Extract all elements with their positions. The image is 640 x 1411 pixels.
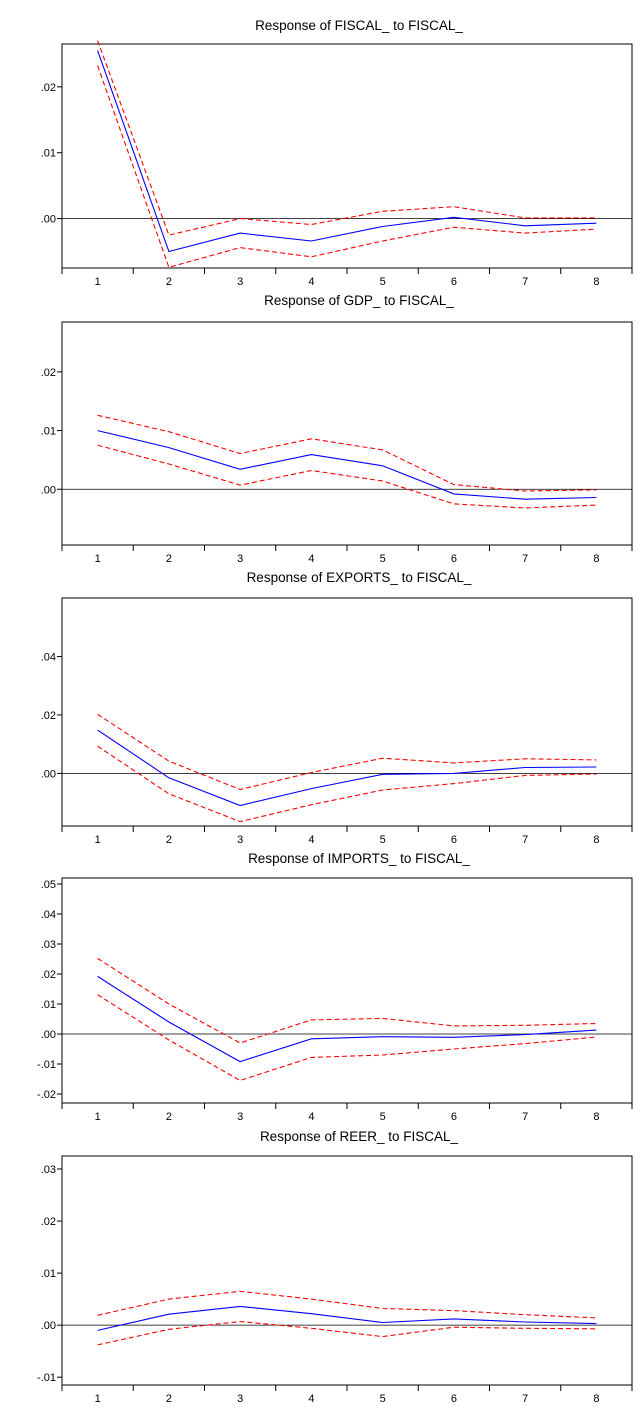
plot-frame (61, 597, 633, 827)
series-response-line (97, 1305, 597, 1331)
y-tick-label: .02 (41, 710, 56, 722)
x-tick-label: 3 (237, 834, 243, 846)
series-lower-line (97, 444, 597, 509)
x-tick-label: 1 (95, 834, 101, 846)
y-tick-label: .01 (41, 1268, 56, 1280)
x-tick-label: 3 (237, 553, 243, 565)
series-lower-line (97, 1320, 597, 1346)
series-lower-line (97, 745, 597, 823)
y-tick-label: .01 (41, 426, 56, 438)
y-tick-label: .04 (41, 651, 56, 663)
x-tick-label: 7 (522, 1111, 528, 1123)
x-tick-label: 8 (593, 276, 599, 288)
y-tick-label: .02 (41, 367, 56, 379)
y-tick-label: .02 (41, 1216, 56, 1228)
x-tick-label: 2 (166, 1393, 172, 1405)
x-tick-label: 7 (522, 553, 528, 565)
chart-title: Response of FISCAL_ to FISCAL_ (255, 18, 463, 33)
x-tick-label: 8 (593, 553, 599, 565)
chart-title: Response of GDP_ to FISCAL_ (264, 293, 454, 308)
y-tick-label: .00 (41, 768, 56, 780)
chart-title: Response of EXPORTS_ to FISCAL_ (247, 570, 472, 585)
x-tick-label: 6 (451, 1111, 457, 1123)
chart-panel-4: -.02 -.01 .00 .01 .02 .03 .04 .05 1 2 3 4 5 6 7 8 Respon… (37, 851, 633, 1123)
x-tick-label: 7 (522, 834, 528, 846)
x-tick-label: 2 (166, 834, 172, 846)
y-tick-label: -.01 (37, 1059, 56, 1071)
x-tick-label: 1 (95, 1111, 101, 1123)
series-upper-line (97, 713, 597, 791)
x-tick-label: 7 (522, 276, 528, 288)
x-tick-label: 3 (237, 1393, 243, 1405)
chart-panel-1: .00 .01 .02 1 2 3 4 5 6 7 8 Response of FISCAL_ to … (41, 18, 633, 288)
x-tick-label: 4 (308, 1111, 314, 1123)
y-tick-label: .04 (41, 909, 56, 921)
series-upper-line (97, 414, 597, 492)
plot-frame (61, 1155, 633, 1386)
series-response-line (97, 975, 597, 1063)
x-tick-label: 8 (593, 834, 599, 846)
x-tick-label: 3 (237, 1111, 243, 1123)
x-tick-label: 5 (380, 834, 386, 846)
x-tick-label: 4 (308, 834, 314, 846)
x-tick-label: 4 (308, 553, 314, 565)
x-tick-label: 1 (95, 276, 101, 288)
x-tick-label: 4 (308, 1393, 314, 1405)
series-lower-line (97, 65, 597, 268)
x-tick-label: 2 (166, 276, 172, 288)
y-tick-label: .00 (41, 214, 56, 226)
x-tick-label: 7 (522, 1393, 528, 1405)
x-tick-label: 2 (166, 1111, 172, 1123)
series-response-line (97, 729, 597, 807)
x-tick-label: 8 (593, 1393, 599, 1405)
series-lower-line (97, 994, 597, 1082)
x-tick-label: 5 (380, 1111, 386, 1123)
y-tick-label: -.02 (37, 1089, 56, 1101)
y-tick-label: .03 (41, 1164, 56, 1176)
x-tick-label: 2 (166, 553, 172, 565)
y-tick-label: .03 (41, 939, 56, 951)
x-tick-label: 1 (95, 553, 101, 565)
x-tick-label: 3 (237, 276, 243, 288)
y-tick-label: .02 (41, 969, 56, 981)
plot-frame (61, 43, 633, 269)
chart-panel-2: .00 .01 .02 1 2 3 4 5 6 7 8 Response of GDP_ to FIS… (41, 293, 633, 565)
x-tick-label: 4 (308, 276, 314, 288)
x-tick-label: 6 (451, 553, 457, 565)
y-tick-label: .00 (41, 1320, 56, 1332)
x-tick-label: 6 (451, 276, 457, 288)
chart-title: Response of REER_ to FISCAL_ (260, 1129, 459, 1144)
series-upper-line (97, 40, 597, 236)
plot-frame (61, 321, 633, 546)
chart-title: Response of IMPORTS_ to FISCAL_ (248, 851, 470, 866)
series-upper-line (97, 957, 597, 1044)
y-tick-label: .02 (41, 82, 56, 94)
y-tick-label: .01 (41, 999, 56, 1011)
x-tick-label: 5 (380, 553, 386, 565)
x-tick-label: 8 (593, 1111, 599, 1123)
series-response-line (97, 430, 597, 500)
x-tick-label: 6 (451, 1393, 457, 1405)
y-tick-label: -.01 (37, 1372, 56, 1384)
x-tick-label: 1 (95, 1393, 101, 1405)
x-tick-label: 6 (451, 834, 457, 846)
x-tick-label: 5 (380, 1393, 386, 1405)
chart-panel-3: .00 .02 .04 1 2 3 4 5 6 7 8 Response of EXPORTS_ to… (41, 570, 633, 846)
series-upper-line (97, 1290, 597, 1319)
y-tick-label: .05 (41, 879, 56, 891)
x-tick-label: 5 (380, 276, 386, 288)
y-tick-label: .01 (41, 148, 56, 160)
chart-panel-5: -.01 .00 .01 .02 .03 1 2 3 4 5 6 7 8 Response of REER… (37, 1129, 633, 1405)
y-tick-label: .00 (41, 1029, 56, 1041)
y-tick-label: .00 (41, 484, 56, 496)
series-response-line (97, 50, 597, 253)
